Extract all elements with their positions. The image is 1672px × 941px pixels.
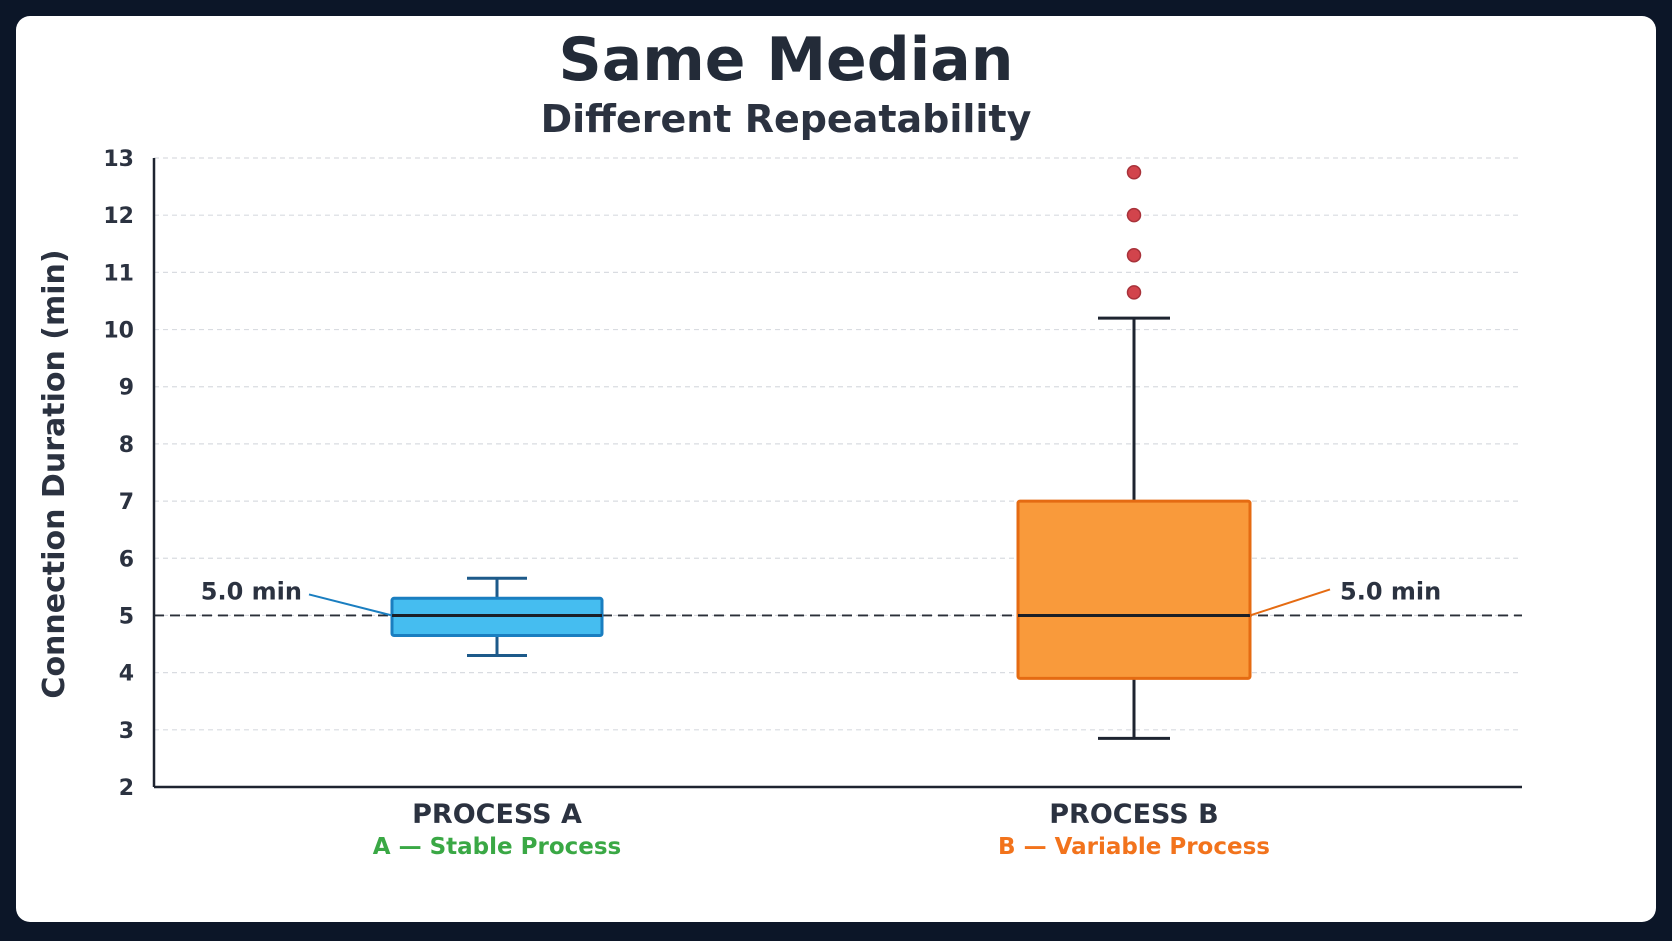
y-tick-label: 9 [119, 376, 134, 401]
x-category-label: PROCESS B [1049, 799, 1218, 830]
plot-area: 2 3 4 5 6 7 8 9 10 11 12 13 5.0 min PROCESS A A — Stab… [103, 147, 1522, 860]
chart-title: Same Median [559, 25, 1014, 95]
box-plot-process-a: 5.0 min [201, 576, 604, 657]
y-tick-label: 11 [103, 261, 134, 286]
y-tick-label: 12 [103, 204, 134, 229]
y-tick-label: 6 [119, 547, 134, 572]
y-tick-label: 7 [119, 490, 134, 515]
x-category-label: PROCESS A [412, 799, 582, 830]
iqr-box [1016, 499, 1252, 680]
outlier-point [1126, 285, 1142, 300]
chart-subtitle: Different Repeatability [541, 97, 1032, 141]
outlier-point [1126, 165, 1142, 180]
median-annotation-label: 5.0 min [1340, 577, 1441, 605]
y-tick-label: 13 [103, 147, 134, 172]
median-annotation-leader [1249, 588, 1331, 617]
chart-card: Same Median Different Repeatability Conn… [16, 16, 1656, 922]
y-tick-label: 2 [119, 776, 134, 801]
outlier-point [1126, 207, 1142, 223]
y-tick-label: 8 [119, 433, 134, 458]
y-tick-label: 4 [119, 662, 134, 687]
box-plot-process-b: 5.0 min [1016, 165, 1441, 740]
median-annotation-leader [308, 593, 393, 617]
median-annotation-label: 5.0 min [201, 577, 302, 605]
outlier-point [1126, 247, 1142, 263]
y-tick-label: 3 [119, 719, 134, 744]
x-category-caption: A — Stable Process [373, 834, 621, 860]
x-category-caption: B — Variable Process [998, 834, 1270, 860]
y-axis-label: Connection Duration (min) [37, 249, 72, 698]
y-tick-label: 10 [103, 319, 134, 344]
y-tick-label: 5 [119, 604, 134, 629]
box-plot-chart: Same Median Different Repeatability Conn… [37, 25, 1522, 860]
